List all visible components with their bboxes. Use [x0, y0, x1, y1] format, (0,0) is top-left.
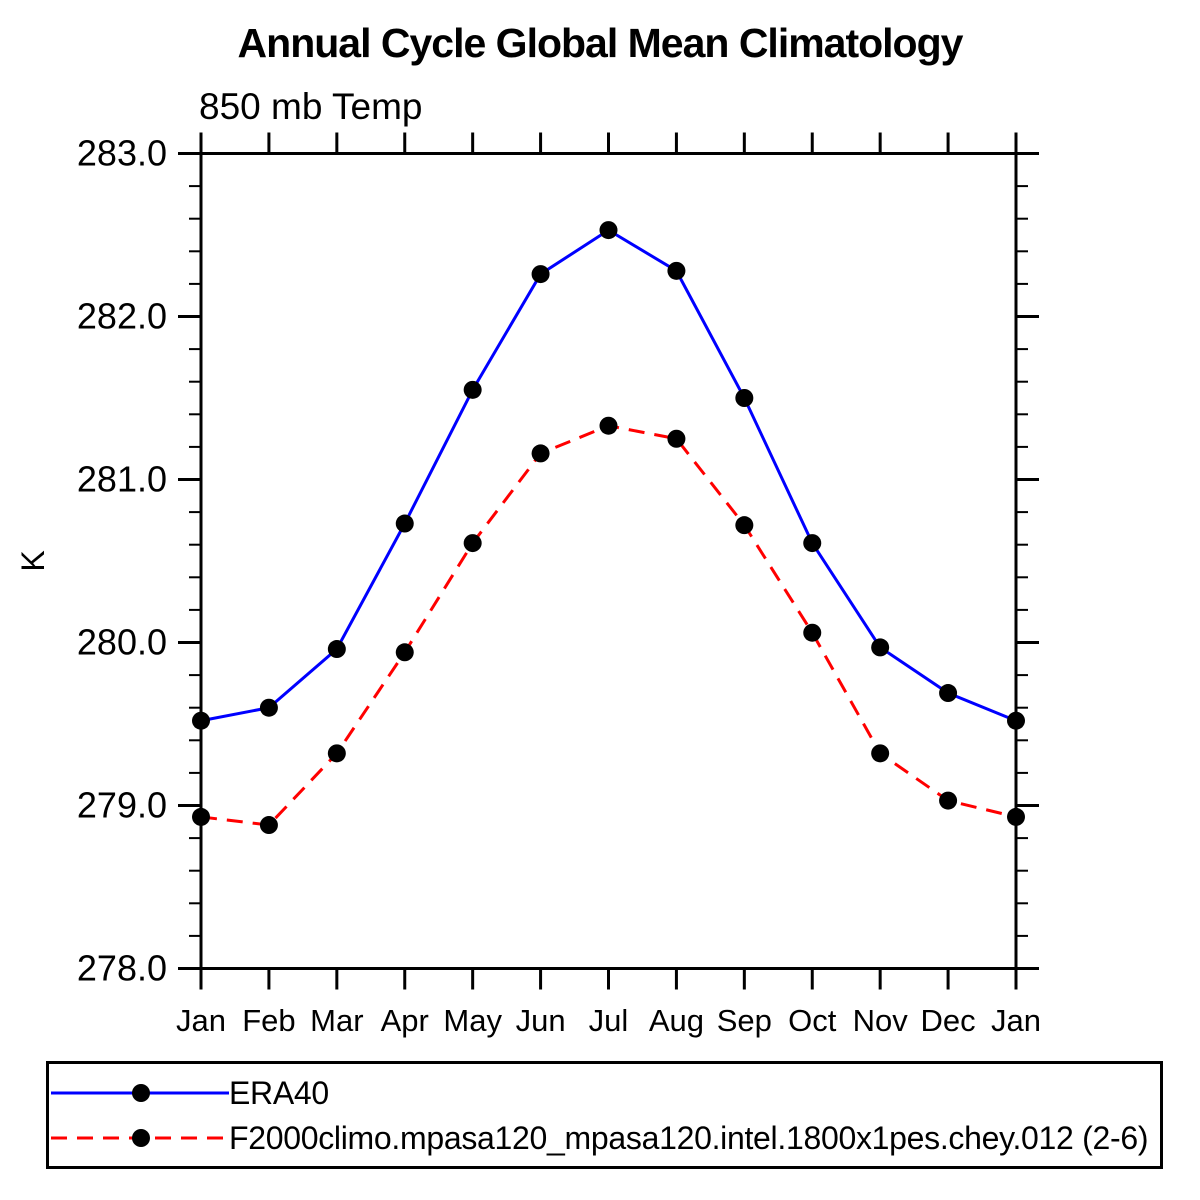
- x-tick-label: Feb: [242, 1003, 295, 1038]
- data-point-marker: [939, 791, 958, 810]
- series-line-1: [200, 424, 1017, 827]
- x-tick-label: Dec: [921, 1003, 976, 1038]
- data-point-marker: [803, 623, 822, 642]
- data-point-marker: [463, 380, 482, 399]
- x-tick-label: Jan: [176, 1003, 226, 1038]
- data-point-marker: [259, 816, 278, 835]
- era40-line-sample: [51, 1083, 229, 1102]
- f2000climo-line-sample: [51, 1128, 229, 1147]
- x-tick-label: Oct: [788, 1003, 837, 1038]
- data-point-marker: [463, 534, 482, 553]
- data-point-marker: [1007, 711, 1025, 730]
- data-point-marker: [395, 643, 414, 662]
- x-tick-label: Jan: [991, 1003, 1041, 1038]
- data-point-marker: [667, 429, 686, 448]
- legend-label-f2000climo: F2000climo.mpasa120_mpasa120.intel.1800x…: [229, 1119, 1149, 1156]
- data-point-marker: [939, 684, 958, 703]
- data-point-marker: [735, 389, 754, 407]
- data-point-marker: [192, 807, 210, 826]
- chart-subtitle: 850 mb Temp: [199, 86, 423, 127]
- x-tick-label: Nov: [853, 1003, 909, 1038]
- data-point-marker: [327, 744, 346, 763]
- x-tick-label: Jun: [516, 1003, 566, 1038]
- data-point-marker: [735, 516, 754, 535]
- legend-sample-marker: [132, 1083, 150, 1102]
- data-point-marker: [327, 640, 346, 659]
- y-axis-label: K: [15, 550, 51, 571]
- data-point-marker: [192, 711, 210, 730]
- plot-frame: [199, 152, 1018, 970]
- data-point-marker: [599, 416, 618, 435]
- data-point-marker: [871, 638, 890, 657]
- legend: ERA40 F2000climo.mpasa120_mpasa120.intel…: [46, 1061, 1163, 1169]
- x-tick-label: Mar: [310, 1003, 363, 1038]
- x-tick-label: Jul: [589, 1003, 629, 1038]
- data-point-marker: [531, 265, 550, 284]
- legend-item-f2000climo: F2000climo.mpasa120_mpasa120.intel.1800x…: [51, 1117, 1160, 1159]
- legend-sample-marker: [132, 1128, 150, 1147]
- data-point-marker: [871, 744, 890, 763]
- y-tick-label: 279.0: [77, 785, 167, 826]
- data-point-marker: [531, 444, 550, 463]
- x-tick-label: Sep: [717, 1003, 772, 1038]
- data-point-marker: [667, 261, 686, 280]
- data-point-marker: [599, 221, 618, 240]
- legend-item-era40: ERA40: [51, 1072, 1160, 1114]
- data-point-marker: [803, 534, 822, 553]
- y-tick-label: 281.0: [77, 459, 167, 500]
- y-tick-label: 278.0: [77, 948, 167, 989]
- y-tick-label: 280.0: [77, 622, 167, 663]
- chart-title: Annual Cycle Global Mean Climatology: [237, 20, 964, 66]
- data-point-marker: [259, 698, 278, 717]
- legend-label-era40: ERA40: [229, 1074, 329, 1111]
- y-tick-label: 282.0: [77, 296, 167, 337]
- y-tick-label: 283.0: [77, 133, 167, 174]
- series-line-0: [200, 228, 1017, 723]
- data-point-marker: [395, 514, 414, 533]
- data-point-marker: [1007, 807, 1025, 826]
- x-tick-label: Aug: [649, 1003, 704, 1038]
- x-tick-label: Apr: [381, 1003, 429, 1038]
- x-tick-label: May: [443, 1003, 502, 1038]
